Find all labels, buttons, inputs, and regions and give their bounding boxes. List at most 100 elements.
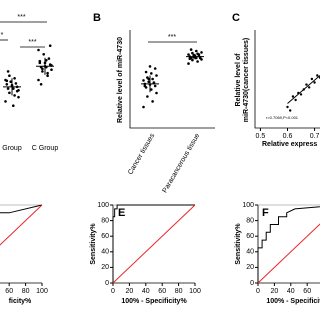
- dot: [48, 44, 52, 48]
- x-tick-label: 60: [303, 288, 311, 295]
- x-tick-label: 40: [142, 288, 150, 295]
- y-axis-label: miR-4730(cancer tissues): [243, 38, 250, 122]
- x-tick-label: 0.7: [310, 133, 320, 140]
- y-tick-label: 100: [242, 202, 254, 209]
- x-tick-label: C Group: [32, 145, 59, 152]
- annotation: ***: [17, 14, 25, 21]
- point: [316, 74, 319, 77]
- point: [294, 98, 297, 102]
- x-tick-label: 80: [175, 288, 183, 295]
- dot: [46, 74, 49, 78]
- y-axis-label: Sensitivity%: [90, 223, 97, 265]
- fit-line: [287, 75, 320, 104]
- annotation: *: [1, 32, 4, 39]
- axis: [129, 30, 215, 129]
- y-tick-label: 80: [246, 217, 254, 224]
- point: [310, 77, 314, 81]
- y-axis-label: Relative level of: [235, 53, 242, 107]
- y-tick-label: 40: [101, 249, 109, 256]
- point: [299, 93, 303, 96]
- dot: [42, 52, 45, 56]
- x-tick-label: 20: [271, 288, 279, 295]
- dot: [187, 62, 190, 65]
- point: [307, 86, 311, 89]
- dot: [188, 57, 192, 60]
- y-tick-label: 100: [97, 202, 109, 209]
- x-tick-label: Group: [2, 145, 22, 152]
- dot: [150, 88, 153, 91]
- dot: [37, 78, 40, 82]
- dot: [187, 53, 190, 56]
- dot: [200, 51, 203, 54]
- dot: [155, 74, 158, 77]
- roc-curve: [0, 204, 43, 246]
- x-tick-label: Paracancerous tissue: [162, 132, 202, 194]
- dot: [6, 70, 10, 73]
- dot: [147, 77, 150, 81]
- x-tick-label: 20: [126, 288, 134, 295]
- dot: [12, 87, 15, 90]
- dot: [41, 70, 44, 73]
- dot: [153, 67, 157, 70]
- y-tick-label: 80: [101, 217, 109, 224]
- dot: [198, 56, 202, 60]
- panel-label: B: [93, 12, 101, 24]
- dot: [5, 79, 9, 83]
- dot: [148, 65, 152, 68]
- dot: [191, 51, 194, 55]
- dot: [8, 74, 11, 78]
- dot: [46, 71, 49, 75]
- x-tick-label: 0: [111, 288, 115, 295]
- dot: [151, 77, 154, 81]
- y-tick-label: 60: [246, 233, 254, 240]
- point: [286, 105, 289, 109]
- dot: [37, 48, 40, 52]
- dot: [9, 80, 12, 84]
- x-tick-label: 0.5: [256, 133, 266, 140]
- dot: [4, 100, 7, 103]
- y-axis-label: Sensitivity%: [235, 223, 242, 265]
- y-tick-label: 40: [246, 249, 254, 256]
- dot: [6, 87, 10, 90]
- dot: [12, 104, 15, 108]
- axis: [0, 282, 42, 284]
- dot: [144, 70, 148, 74]
- x-axis-label: ficity%: [9, 298, 32, 305]
- dot: [13, 94, 16, 97]
- x-tick-label: 100: [189, 288, 201, 295]
- panel-label: C: [232, 12, 240, 24]
- x-tick-label: 0.6: [283, 133, 293, 140]
- axis: [254, 30, 320, 129]
- y-tick-label: 0: [105, 280, 109, 287]
- dot: [189, 48, 193, 51]
- dot: [153, 84, 157, 88]
- annotation: ***: [168, 34, 176, 41]
- y-tick-label: 0: [250, 280, 254, 287]
- annotation: ***: [28, 39, 36, 46]
- y-axis-label: Relative level of miR-4730: [117, 37, 124, 123]
- dot: [13, 76, 16, 80]
- dot: [50, 68, 53, 72]
- roc-curve: [257, 223, 320, 284]
- roc-curve: [112, 204, 195, 283]
- roc-curve: [112, 204, 196, 284]
- point: [289, 109, 292, 112]
- dot: [5, 82, 9, 86]
- dot: [196, 60, 199, 63]
- dot: [14, 82, 18, 85]
- dot: [147, 80, 150, 84]
- dot: [47, 57, 51, 60]
- x-axis-label: 100% - Specificity%: [266, 298, 320, 305]
- point: [291, 95, 295, 98]
- dot: [191, 58, 194, 62]
- y-tick-label: 20: [246, 264, 254, 271]
- dot: [45, 58, 48, 62]
- x-axis-label: 100% - Specificity%: [121, 298, 187, 305]
- dot: [155, 91, 158, 95]
- panel-label: E: [118, 207, 125, 219]
- panel-label: F: [262, 207, 269, 219]
- x-axis-label: Relative express: [262, 141, 317, 148]
- dot: [143, 84, 147, 88]
